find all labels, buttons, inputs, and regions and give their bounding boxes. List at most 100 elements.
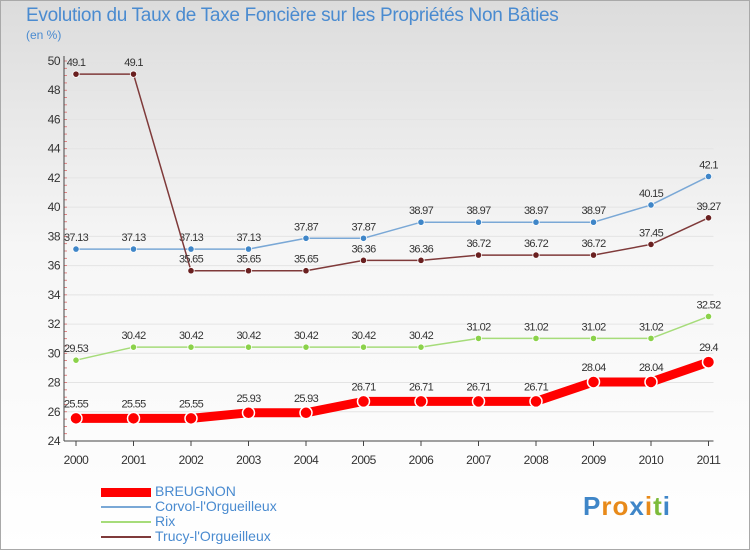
data-point <box>359 234 368 242</box>
data-label: 28.04 <box>639 362 664 374</box>
proxiti-logo: Proxiti <box>583 491 671 522</box>
series-line <box>75 73 710 272</box>
series-line <box>75 175 710 250</box>
data-point <box>299 406 313 420</box>
data-label: 31.02 <box>466 321 491 333</box>
data-point <box>72 70 80 78</box>
data-label: 35.65 <box>294 254 319 266</box>
data-point <box>302 267 310 275</box>
data-point <box>474 334 483 342</box>
data-label: 29.4 <box>699 342 718 354</box>
y-tick-label: 28 <box>48 376 61 390</box>
data-point <box>589 334 598 342</box>
data-point <box>532 251 540 259</box>
data-label: 49.1 <box>124 57 143 69</box>
y-tick-label: 30 <box>48 346 61 360</box>
data-label: 37.87 <box>294 221 319 233</box>
data-point <box>302 343 310 351</box>
y-tick-label: 34 <box>48 288 61 302</box>
y-tick-label: 50 <box>48 54 61 68</box>
data-label: 25.55 <box>179 398 204 410</box>
data-label: 36.36 <box>351 243 376 255</box>
data-point <box>187 245 195 253</box>
data-point <box>302 234 310 242</box>
data-point <box>474 251 483 259</box>
data-label: 38.97 <box>466 205 491 217</box>
data-point <box>474 218 483 226</box>
data-point <box>417 218 425 226</box>
data-point <box>244 267 253 275</box>
data-label: 39.27 <box>696 201 721 213</box>
data-point <box>589 251 598 259</box>
data-label: 29.53 <box>64 343 89 355</box>
legend-label: Rix <box>155 513 176 529</box>
data-point <box>69 411 83 426</box>
logo-letter: x <box>629 491 645 521</box>
x-tick-label: 2008 <box>524 453 550 467</box>
data-label: 30.42 <box>409 330 434 342</box>
data-point <box>644 375 658 389</box>
data-point <box>126 411 141 426</box>
logo-letter: o <box>612 491 630 521</box>
y-tick-label: 38 <box>48 229 61 243</box>
y-tick-label: 24 <box>48 434 61 448</box>
data-label: 38.97 <box>409 205 434 217</box>
data-label: 30.42 <box>179 330 204 342</box>
x-tick-label: 2009 <box>581 453 607 467</box>
series-line <box>71 357 713 423</box>
data-point <box>529 394 543 409</box>
x-tick-label: 2011 <box>697 453 722 467</box>
data-label: 26.71 <box>524 381 549 393</box>
legend-swatch <box>101 506 151 508</box>
y-tick-label: 32 <box>48 317 61 331</box>
data-label: 35.65 <box>236 254 261 266</box>
data-point <box>701 355 716 369</box>
data-point <box>704 214 713 222</box>
data-point <box>704 172 713 181</box>
data-label: 25.93 <box>236 393 261 405</box>
data-point <box>129 245 138 253</box>
logo-letter: r <box>601 491 613 521</box>
data-point <box>244 245 253 253</box>
data-label: 37.87 <box>351 221 376 233</box>
data-label: 38.97 <box>524 205 549 217</box>
data-label: 25.55 <box>64 398 89 410</box>
logo-letter: P <box>583 491 602 521</box>
data-point <box>356 394 371 409</box>
logo-letter: i <box>662 491 671 521</box>
data-label: 37.13 <box>179 232 204 244</box>
y-tick-label: 40 <box>48 200 61 214</box>
data-point <box>647 240 655 249</box>
data-label: 28.04 <box>581 362 606 374</box>
data-point <box>532 334 540 342</box>
data-label: 36.72 <box>581 238 606 250</box>
data-label: 37.13 <box>64 232 89 244</box>
series-line <box>75 315 710 361</box>
x-tick-label: 2000 <box>64 453 90 467</box>
data-point <box>586 375 601 389</box>
y-tick-label: 42 <box>48 171 61 185</box>
data-label: 30.42 <box>351 330 376 342</box>
y-tick-label: 26 <box>48 405 61 419</box>
data-point <box>187 343 195 351</box>
data-label: 30.42 <box>236 330 261 342</box>
data-label: 30.42 <box>121 330 146 342</box>
data-point <box>244 343 253 351</box>
data-point <box>647 201 655 209</box>
data-point <box>417 256 425 264</box>
data-point <box>359 256 368 264</box>
logo-letter: i <box>644 491 654 521</box>
data-label: 49.1 <box>67 57 86 69</box>
y-tick-label: 36 <box>48 259 61 273</box>
legend-label: Trucy-l'Orgueilleux <box>155 528 271 544</box>
x-tick-label: 2006 <box>409 453 435 467</box>
data-label: 32.52 <box>696 299 721 311</box>
x-tick-label: 2001 <box>121 453 147 467</box>
logo-letter: t <box>653 491 663 521</box>
legend-swatch <box>101 521 151 523</box>
data-point <box>414 394 428 409</box>
data-label: 26.71 <box>409 381 434 393</box>
data-label: 42.1 <box>699 159 718 171</box>
